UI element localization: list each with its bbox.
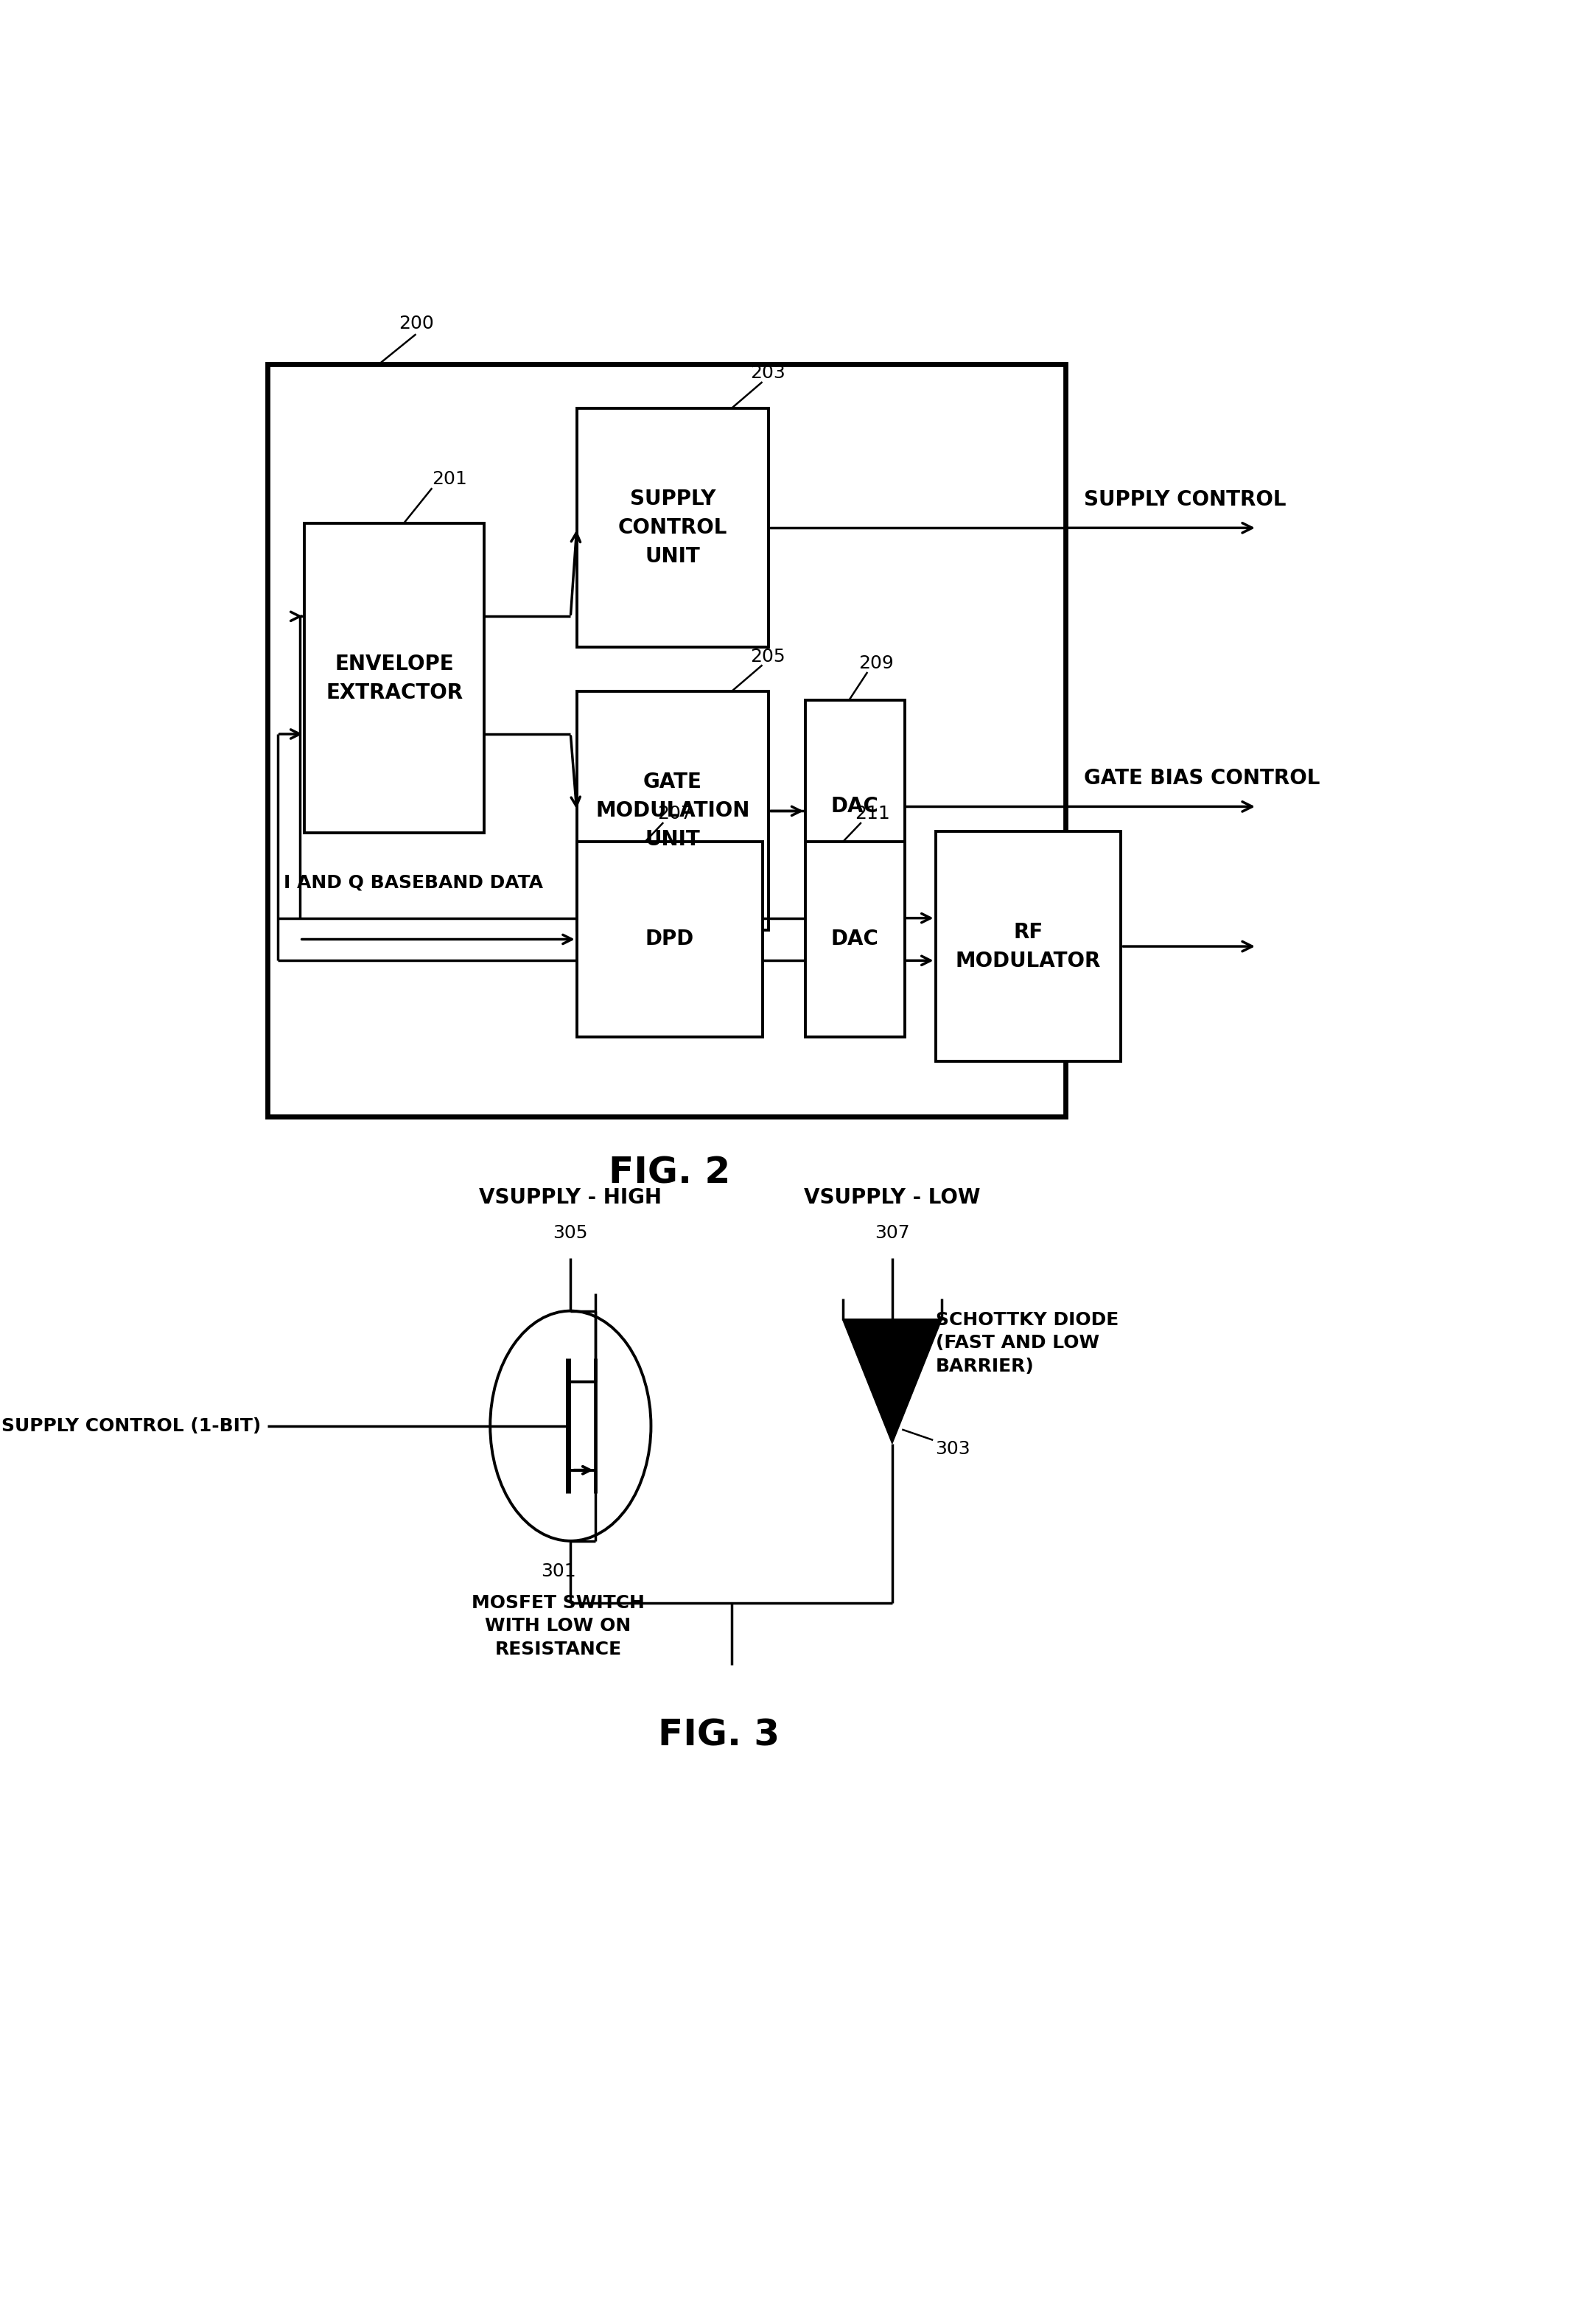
Text: SUPPLY
CONTROL
UNIT: SUPPLY CONTROL UNIT	[618, 489, 728, 568]
Text: DPD: DPD	[645, 928, 694, 949]
FancyBboxPatch shape	[268, 365, 1066, 1117]
Polygon shape	[843, 1319, 942, 1443]
FancyBboxPatch shape	[576, 692, 769, 931]
Text: RF
MODULATOR: RF MODULATOR	[956, 921, 1101, 972]
Text: SCHOTTKY DIODE
(FAST AND LOW
BARRIER): SCHOTTKY DIODE (FAST AND LOW BARRIER)	[935, 1310, 1119, 1374]
Text: GATE BIAS CONTROL: GATE BIAS CONTROL	[1084, 768, 1320, 788]
Text: MOSFET SWITCH
WITH LOW ON
RESISTANCE: MOSFET SWITCH WITH LOW ON RESISTANCE	[472, 1595, 645, 1659]
Text: 209: 209	[859, 655, 894, 673]
FancyBboxPatch shape	[806, 841, 905, 1036]
Text: VSUPPLY - LOW: VSUPPLY - LOW	[804, 1188, 980, 1209]
Text: DAC: DAC	[832, 928, 879, 949]
Text: FIG. 3: FIG. 3	[658, 1719, 780, 1753]
Text: 301: 301	[541, 1563, 576, 1579]
Text: 211: 211	[855, 804, 891, 823]
FancyBboxPatch shape	[576, 841, 763, 1036]
Text: 201: 201	[433, 471, 468, 487]
Text: I AND Q BASEBAND DATA: I AND Q BASEBAND DATA	[284, 873, 543, 892]
Text: GATE
MODULATION
UNIT: GATE MODULATION UNIT	[595, 772, 750, 850]
Text: 200: 200	[399, 315, 434, 333]
Text: ENVELOPE
EXTRACTOR: ENVELOPE EXTRACTOR	[326, 653, 463, 703]
FancyBboxPatch shape	[806, 701, 905, 912]
Text: VSUPPLY - HIGH: VSUPPLY - HIGH	[479, 1188, 662, 1209]
Text: DAC: DAC	[832, 797, 879, 816]
FancyBboxPatch shape	[935, 832, 1120, 1062]
Text: 307: 307	[875, 1225, 910, 1241]
FancyBboxPatch shape	[305, 524, 484, 834]
Text: 305: 305	[554, 1225, 587, 1241]
FancyBboxPatch shape	[576, 409, 769, 648]
Text: FIG. 2: FIG. 2	[608, 1156, 731, 1190]
Text: SUPPLY CONTROL: SUPPLY CONTROL	[1084, 489, 1286, 510]
Text: 303: 303	[935, 1441, 970, 1457]
Text: 203: 203	[750, 365, 785, 381]
Text: 207: 207	[658, 804, 693, 823]
Text: 205: 205	[750, 648, 785, 664]
Text: SUPPLY CONTROL (1-BIT): SUPPLY CONTROL (1-BIT)	[2, 1418, 262, 1434]
